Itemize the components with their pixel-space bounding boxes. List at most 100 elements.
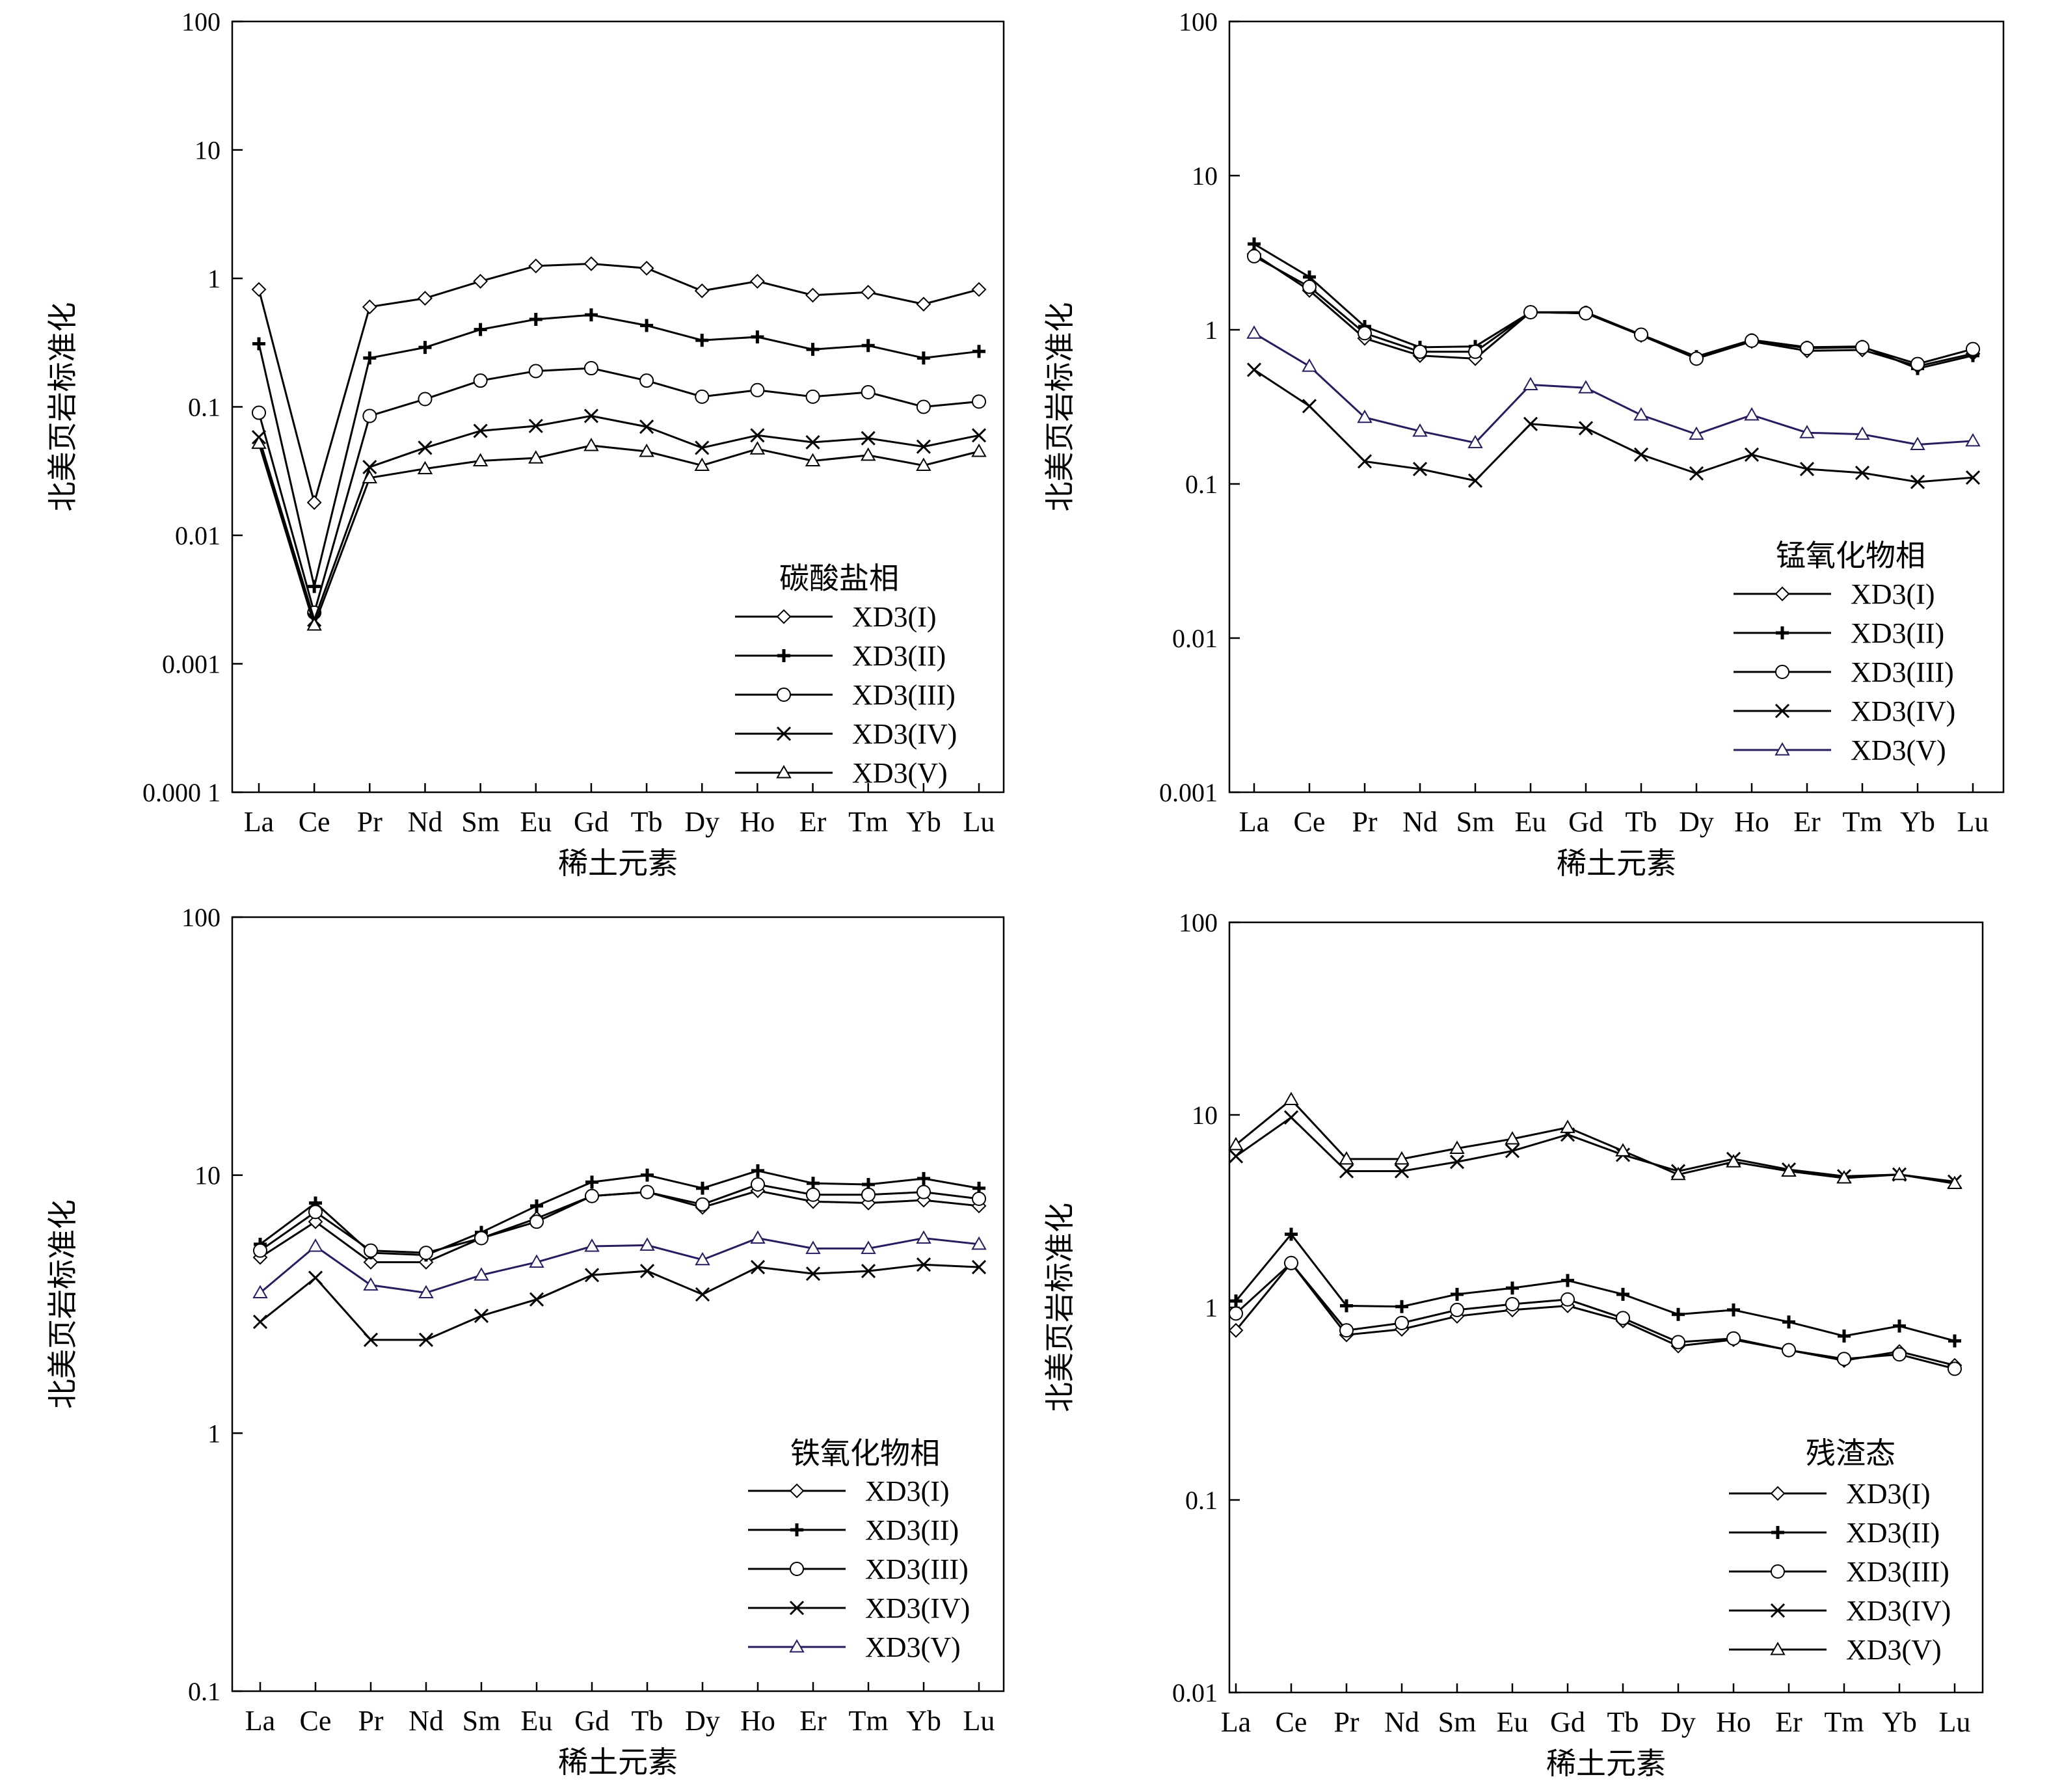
x-tick-label: Eu xyxy=(1515,806,1547,838)
series-line xyxy=(260,1183,980,1254)
x-tick-label: Lu xyxy=(963,806,995,838)
x-tick-label: Tb xyxy=(632,1705,663,1737)
data-point xyxy=(529,312,542,326)
x-tick-label: Yb xyxy=(1882,1706,1917,1738)
legend-marker xyxy=(789,1600,805,1616)
x-tick-label: Ce xyxy=(1294,806,1326,838)
data-point xyxy=(1302,279,1317,294)
data-point xyxy=(971,428,987,443)
x-tick-label: Pr xyxy=(1333,1706,1359,1738)
series-XD3(II) xyxy=(1248,237,1979,375)
legend-marker xyxy=(777,688,791,702)
data-point xyxy=(529,1254,544,1268)
x-tick-label: Nd xyxy=(1384,1706,1419,1738)
data-point xyxy=(750,1260,766,1275)
data-point xyxy=(1910,436,1925,451)
y-tick-label: 0.1 xyxy=(1185,1486,1218,1515)
data-point xyxy=(1948,1334,1961,1348)
data-point xyxy=(363,1332,379,1347)
x-tick-label: Nd xyxy=(1402,806,1438,838)
data-point xyxy=(1523,304,1538,319)
data-point xyxy=(1394,1151,1410,1165)
data-point xyxy=(418,440,433,455)
data-point xyxy=(751,1177,765,1192)
data-point xyxy=(972,345,985,358)
data-point xyxy=(1689,426,1704,440)
data-point xyxy=(1450,1302,1464,1317)
data-point xyxy=(528,364,543,379)
y-tick-label: 0.001 xyxy=(162,650,221,679)
legend: 碳酸盐相 XD3(I) XD3(II) XD3(III) XD3(IV) XD3(V) xyxy=(735,561,957,789)
series-XD3(IV) xyxy=(252,1257,987,1347)
legend-marker xyxy=(1770,1486,1786,1501)
data-point xyxy=(585,1188,599,1203)
series-XD3(V) xyxy=(1228,1091,1962,1190)
data-point xyxy=(253,1243,267,1258)
data-point xyxy=(1799,425,1815,438)
x-tick-label: Gd xyxy=(574,1705,609,1737)
x-tick-label: Eu xyxy=(520,806,552,838)
x-tick-label: Nd xyxy=(408,806,443,838)
y-tick-label: 0.000 1 xyxy=(142,778,221,807)
data-point xyxy=(308,1214,323,1229)
data-point xyxy=(1837,1352,1851,1367)
data-point xyxy=(1283,1091,1299,1106)
data-point xyxy=(916,297,931,312)
y-tick-label: 1 xyxy=(208,264,221,293)
data-point xyxy=(639,1264,655,1279)
x-tick-label: Ho xyxy=(740,806,775,838)
data-point xyxy=(805,1266,821,1281)
data-point xyxy=(1892,1347,1907,1362)
data-point xyxy=(362,408,377,423)
legend-label: XD3(IV) xyxy=(1846,1595,1951,1627)
data-point xyxy=(1413,344,1427,359)
series-line xyxy=(260,1263,980,1341)
data-point xyxy=(861,339,875,353)
data-point xyxy=(1965,470,1981,485)
data-point xyxy=(1782,1315,1795,1329)
series-line xyxy=(260,1170,980,1257)
data-point xyxy=(1965,433,1981,447)
data-point xyxy=(750,382,765,397)
y-tick-label: 0.01 xyxy=(1172,624,1218,653)
legend-label: XD3(I) xyxy=(1846,1478,1931,1510)
data-point xyxy=(1246,362,1262,377)
x-tick-label: La xyxy=(1221,1706,1251,1738)
legend-marker xyxy=(790,1562,804,1576)
x-tick-label: Gd xyxy=(1568,806,1603,838)
series-line xyxy=(258,414,980,623)
legend-label: XD3(V) xyxy=(1851,734,1946,766)
data-point xyxy=(1358,326,1372,341)
data-point xyxy=(695,334,709,347)
data-point xyxy=(917,1171,930,1185)
data-point xyxy=(1449,1155,1465,1170)
data-point xyxy=(583,256,599,271)
data-point xyxy=(419,1246,433,1261)
x-tick-label: Nd xyxy=(408,1705,444,1737)
x-tick-label: Ho xyxy=(1716,1706,1751,1738)
data-point xyxy=(806,343,820,356)
data-point xyxy=(1910,356,1925,371)
data-point xyxy=(1394,1164,1410,1179)
x-tick-label: La xyxy=(244,806,274,838)
data-point xyxy=(861,1240,876,1254)
data-point xyxy=(917,351,930,365)
data-point xyxy=(1339,1164,1354,1179)
data-point xyxy=(860,447,876,461)
legend: 锰氧化物相 XD3(I) XD3(II) XD3(III) XD3(IV) XD3(V) xyxy=(1734,538,1955,766)
data-point xyxy=(861,384,876,399)
y-tick-label: 100 xyxy=(181,7,221,36)
data-point xyxy=(363,1277,379,1291)
data-point xyxy=(1302,399,1317,414)
x-tick-label: Lu xyxy=(1939,1706,1971,1738)
data-point xyxy=(1302,358,1317,372)
data-point xyxy=(1799,461,1815,477)
x-tick-label: Pr xyxy=(1352,806,1377,838)
data-point xyxy=(639,420,654,435)
data-point xyxy=(861,1187,876,1202)
data-point xyxy=(1560,1292,1575,1307)
data-point xyxy=(751,1164,764,1177)
data-point xyxy=(694,283,710,299)
data-point xyxy=(528,418,543,433)
data-point xyxy=(916,457,931,472)
